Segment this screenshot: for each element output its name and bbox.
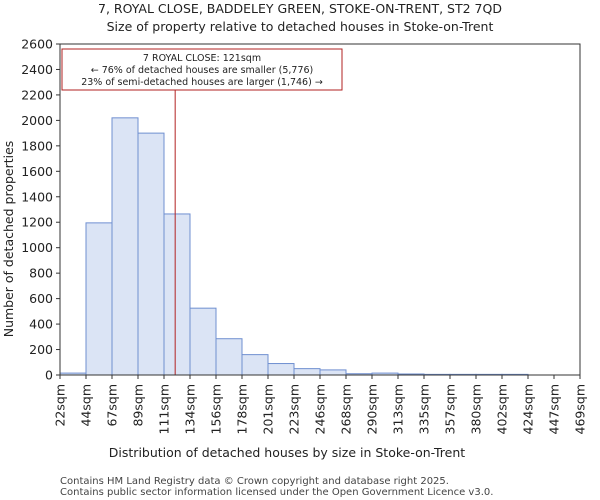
bars xyxy=(59,117,529,376)
x-tick-label: 447sqm xyxy=(547,384,562,434)
x-tick-label: 424sqm xyxy=(521,384,536,434)
x-tick-label: 223sqm xyxy=(287,384,302,434)
annotation-border xyxy=(61,48,343,91)
bar-44sqm xyxy=(85,222,113,376)
x-tick-label: 111sqm xyxy=(157,384,172,434)
y-tick-label: 1000 xyxy=(21,240,53,255)
y-tick-label: 2600 xyxy=(21,37,53,52)
y-tick-label: 800 xyxy=(29,266,53,281)
bar-111sqm xyxy=(163,213,191,376)
annotation-line-3: 23% of semi-detached houses are larger (… xyxy=(81,77,323,88)
bar-178sqm xyxy=(241,354,269,376)
bar-246sqm xyxy=(319,369,347,376)
x-tick-label: 402sqm xyxy=(495,384,510,434)
x-tick-label: 178sqm xyxy=(235,384,250,434)
chart-subtitle: Size of property relative to detached ho… xyxy=(107,19,494,34)
y-tick-label: 200 xyxy=(29,342,53,357)
x-tick-label: 469sqm xyxy=(573,384,588,434)
y-axis-label: Number of detached properties xyxy=(1,141,16,338)
x-axis-label: Distribution of detached houses by size … xyxy=(109,445,465,460)
y-tick-label: 1400 xyxy=(21,189,53,204)
x-tick-label: 357sqm xyxy=(443,384,458,434)
x-tick-label: 44sqm xyxy=(79,384,94,427)
y-tick-label: 1600 xyxy=(21,164,53,179)
x-tick-label: 89sqm xyxy=(131,384,146,427)
bar-156sqm xyxy=(215,338,243,376)
bar-89sqm xyxy=(137,132,165,376)
y-tick-label: 1800 xyxy=(21,138,53,153)
footer-line-2: Contains public sector information licen… xyxy=(60,487,493,498)
x-tick-label: 313sqm xyxy=(391,384,406,434)
x-tick-label: 290sqm xyxy=(365,384,380,434)
x-tick-label: 22sqm xyxy=(53,384,68,427)
x-tick-label: 201sqm xyxy=(261,384,276,434)
bar-223sqm xyxy=(293,368,321,376)
chart-title: 7, ROYAL CLOSE, BADDELEY GREEN, STOKE-ON… xyxy=(98,1,502,16)
x-tick-label: 268sqm xyxy=(339,384,354,434)
x-tick-label: 156sqm xyxy=(209,384,224,434)
y-ticks: 0 200 400 600 800 1000 1200 1400 1600 1800 2000 220… xyxy=(21,37,60,383)
plot-frame xyxy=(59,43,581,376)
x-tick-label: 246sqm xyxy=(313,384,328,434)
y-tick-label: 2000 xyxy=(21,113,53,128)
y-tick-label: 2200 xyxy=(21,87,53,102)
x-ticks: 22sqm 44sqm 67sqm 89sqm 111sqm 134sqm 156sqm 17… xyxy=(53,375,588,434)
bar-134sqm xyxy=(189,307,217,376)
annotation-box: 7 ROYAL CLOSE: 121sqm ← 76% of detached … xyxy=(61,48,343,91)
x-tick-label: 134sqm xyxy=(183,384,198,434)
annotation-line-1: 7 ROYAL CLOSE: 121sqm xyxy=(143,53,261,64)
annotation-line-2: ← 76% of detached houses are smaller (5,… xyxy=(91,65,314,76)
bar-201sqm xyxy=(267,363,295,376)
x-tick-label: 380sqm xyxy=(469,384,484,434)
y-tick-label: 400 xyxy=(29,317,53,332)
y-tick-label: 1200 xyxy=(21,215,53,230)
x-tick-label: 67sqm xyxy=(105,384,120,427)
y-tick-label: 0 xyxy=(45,368,53,383)
footer-line-1: Contains HM Land Registry data © Crown c… xyxy=(60,476,449,487)
y-tick-label: 2400 xyxy=(21,62,53,77)
x-tick-label: 335sqm xyxy=(417,384,432,434)
bar-67sqm xyxy=(111,117,139,376)
y-tick-label: 600 xyxy=(29,291,53,306)
